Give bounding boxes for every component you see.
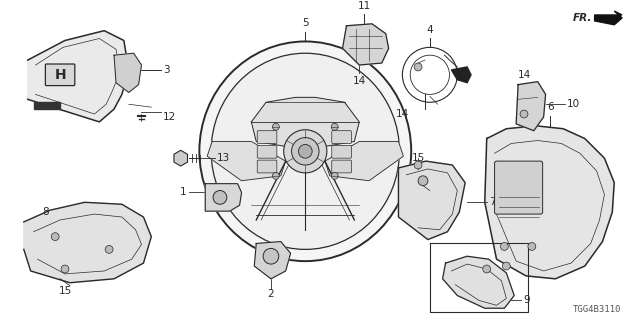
Circle shape <box>500 243 508 250</box>
Polygon shape <box>205 184 241 211</box>
Text: 5: 5 <box>302 18 308 28</box>
FancyBboxPatch shape <box>257 160 277 173</box>
Text: 14: 14 <box>353 76 366 86</box>
Circle shape <box>418 176 428 186</box>
Polygon shape <box>399 161 465 240</box>
Polygon shape <box>254 242 291 279</box>
Text: 12: 12 <box>163 112 177 122</box>
Circle shape <box>520 110 528 118</box>
Polygon shape <box>484 126 614 279</box>
Circle shape <box>292 138 319 165</box>
Polygon shape <box>34 102 60 109</box>
Polygon shape <box>28 31 129 122</box>
Polygon shape <box>342 24 388 65</box>
Circle shape <box>105 245 113 253</box>
Text: TGG4B3110: TGG4B3110 <box>573 305 621 314</box>
Circle shape <box>284 130 327 173</box>
Polygon shape <box>325 141 403 181</box>
Text: 15: 15 <box>412 153 425 163</box>
Text: 3: 3 <box>163 65 170 75</box>
Circle shape <box>273 123 279 130</box>
Circle shape <box>332 172 338 179</box>
Text: 6: 6 <box>547 102 554 112</box>
Polygon shape <box>443 256 514 308</box>
Ellipse shape <box>200 42 412 261</box>
FancyBboxPatch shape <box>45 64 75 85</box>
Polygon shape <box>595 11 622 25</box>
Text: 14: 14 <box>396 109 409 119</box>
Text: 1: 1 <box>180 188 187 197</box>
Circle shape <box>483 265 491 273</box>
Text: 4: 4 <box>426 25 433 35</box>
FancyBboxPatch shape <box>257 145 277 158</box>
Text: FR.: FR. <box>572 13 591 23</box>
Polygon shape <box>114 53 141 92</box>
Circle shape <box>528 243 536 250</box>
Circle shape <box>298 144 312 158</box>
Polygon shape <box>252 97 359 147</box>
Circle shape <box>502 262 510 270</box>
Circle shape <box>414 63 422 71</box>
Text: H: H <box>54 68 66 82</box>
Circle shape <box>213 190 227 204</box>
Circle shape <box>51 233 59 241</box>
FancyBboxPatch shape <box>332 131 351 143</box>
Text: 14: 14 <box>517 70 531 80</box>
Text: 15: 15 <box>58 285 72 296</box>
Circle shape <box>263 248 279 264</box>
Circle shape <box>332 123 338 130</box>
Ellipse shape <box>211 53 399 249</box>
Circle shape <box>61 265 69 273</box>
Text: 13: 13 <box>217 153 230 163</box>
Text: 11: 11 <box>358 1 371 11</box>
Text: 10: 10 <box>567 99 580 109</box>
Polygon shape <box>207 141 285 181</box>
Text: 8: 8 <box>42 207 49 217</box>
Polygon shape <box>451 67 471 83</box>
Circle shape <box>273 172 279 179</box>
Text: 7: 7 <box>489 197 495 207</box>
Text: 2: 2 <box>268 289 275 299</box>
FancyBboxPatch shape <box>257 131 277 143</box>
Polygon shape <box>516 82 545 131</box>
Polygon shape <box>174 150 188 166</box>
Text: 9: 9 <box>523 295 530 305</box>
Polygon shape <box>24 202 151 283</box>
FancyBboxPatch shape <box>332 145 351 158</box>
FancyBboxPatch shape <box>332 160 351 173</box>
FancyBboxPatch shape <box>495 161 543 214</box>
Circle shape <box>414 161 422 169</box>
